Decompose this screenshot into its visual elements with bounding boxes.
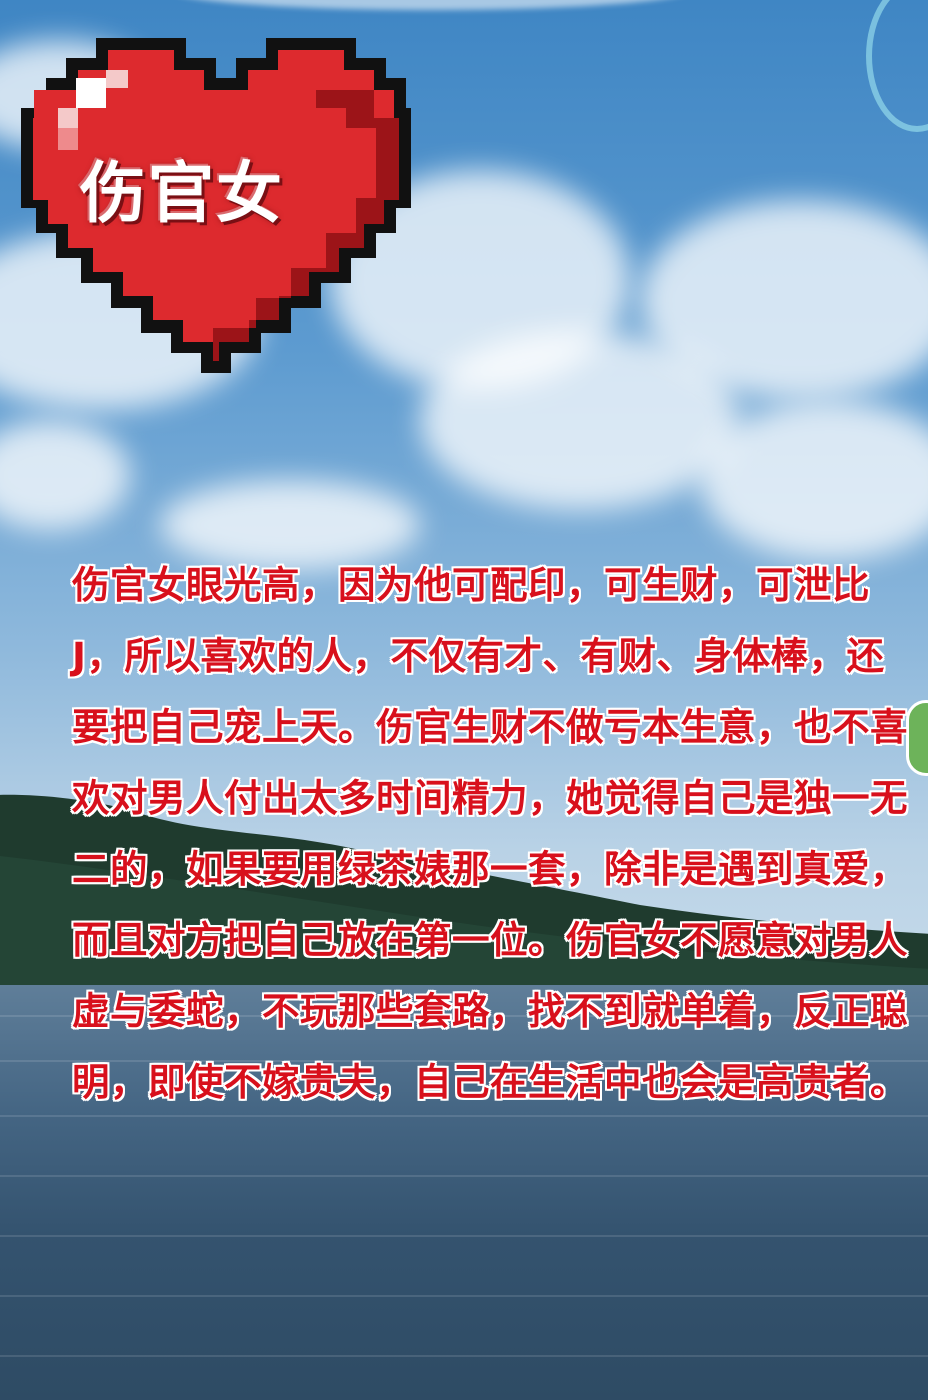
cloud [640,200,928,400]
cloud [0,420,130,530]
article-body: 伤官女眼光高，因为他可配印，可生财，可泄比J，所以喜欢的人，不仅有才、有财、身体… [72,563,908,1104]
distant-hill [0,794,928,1020]
cloud [700,400,928,560]
side-avatar-icon [906,700,928,776]
pixel-heart-icon [21,38,411,373]
sea [0,985,928,1400]
top-glare [170,0,690,10]
heart-title: 伤官女 [80,155,284,232]
cloud [160,480,420,570]
